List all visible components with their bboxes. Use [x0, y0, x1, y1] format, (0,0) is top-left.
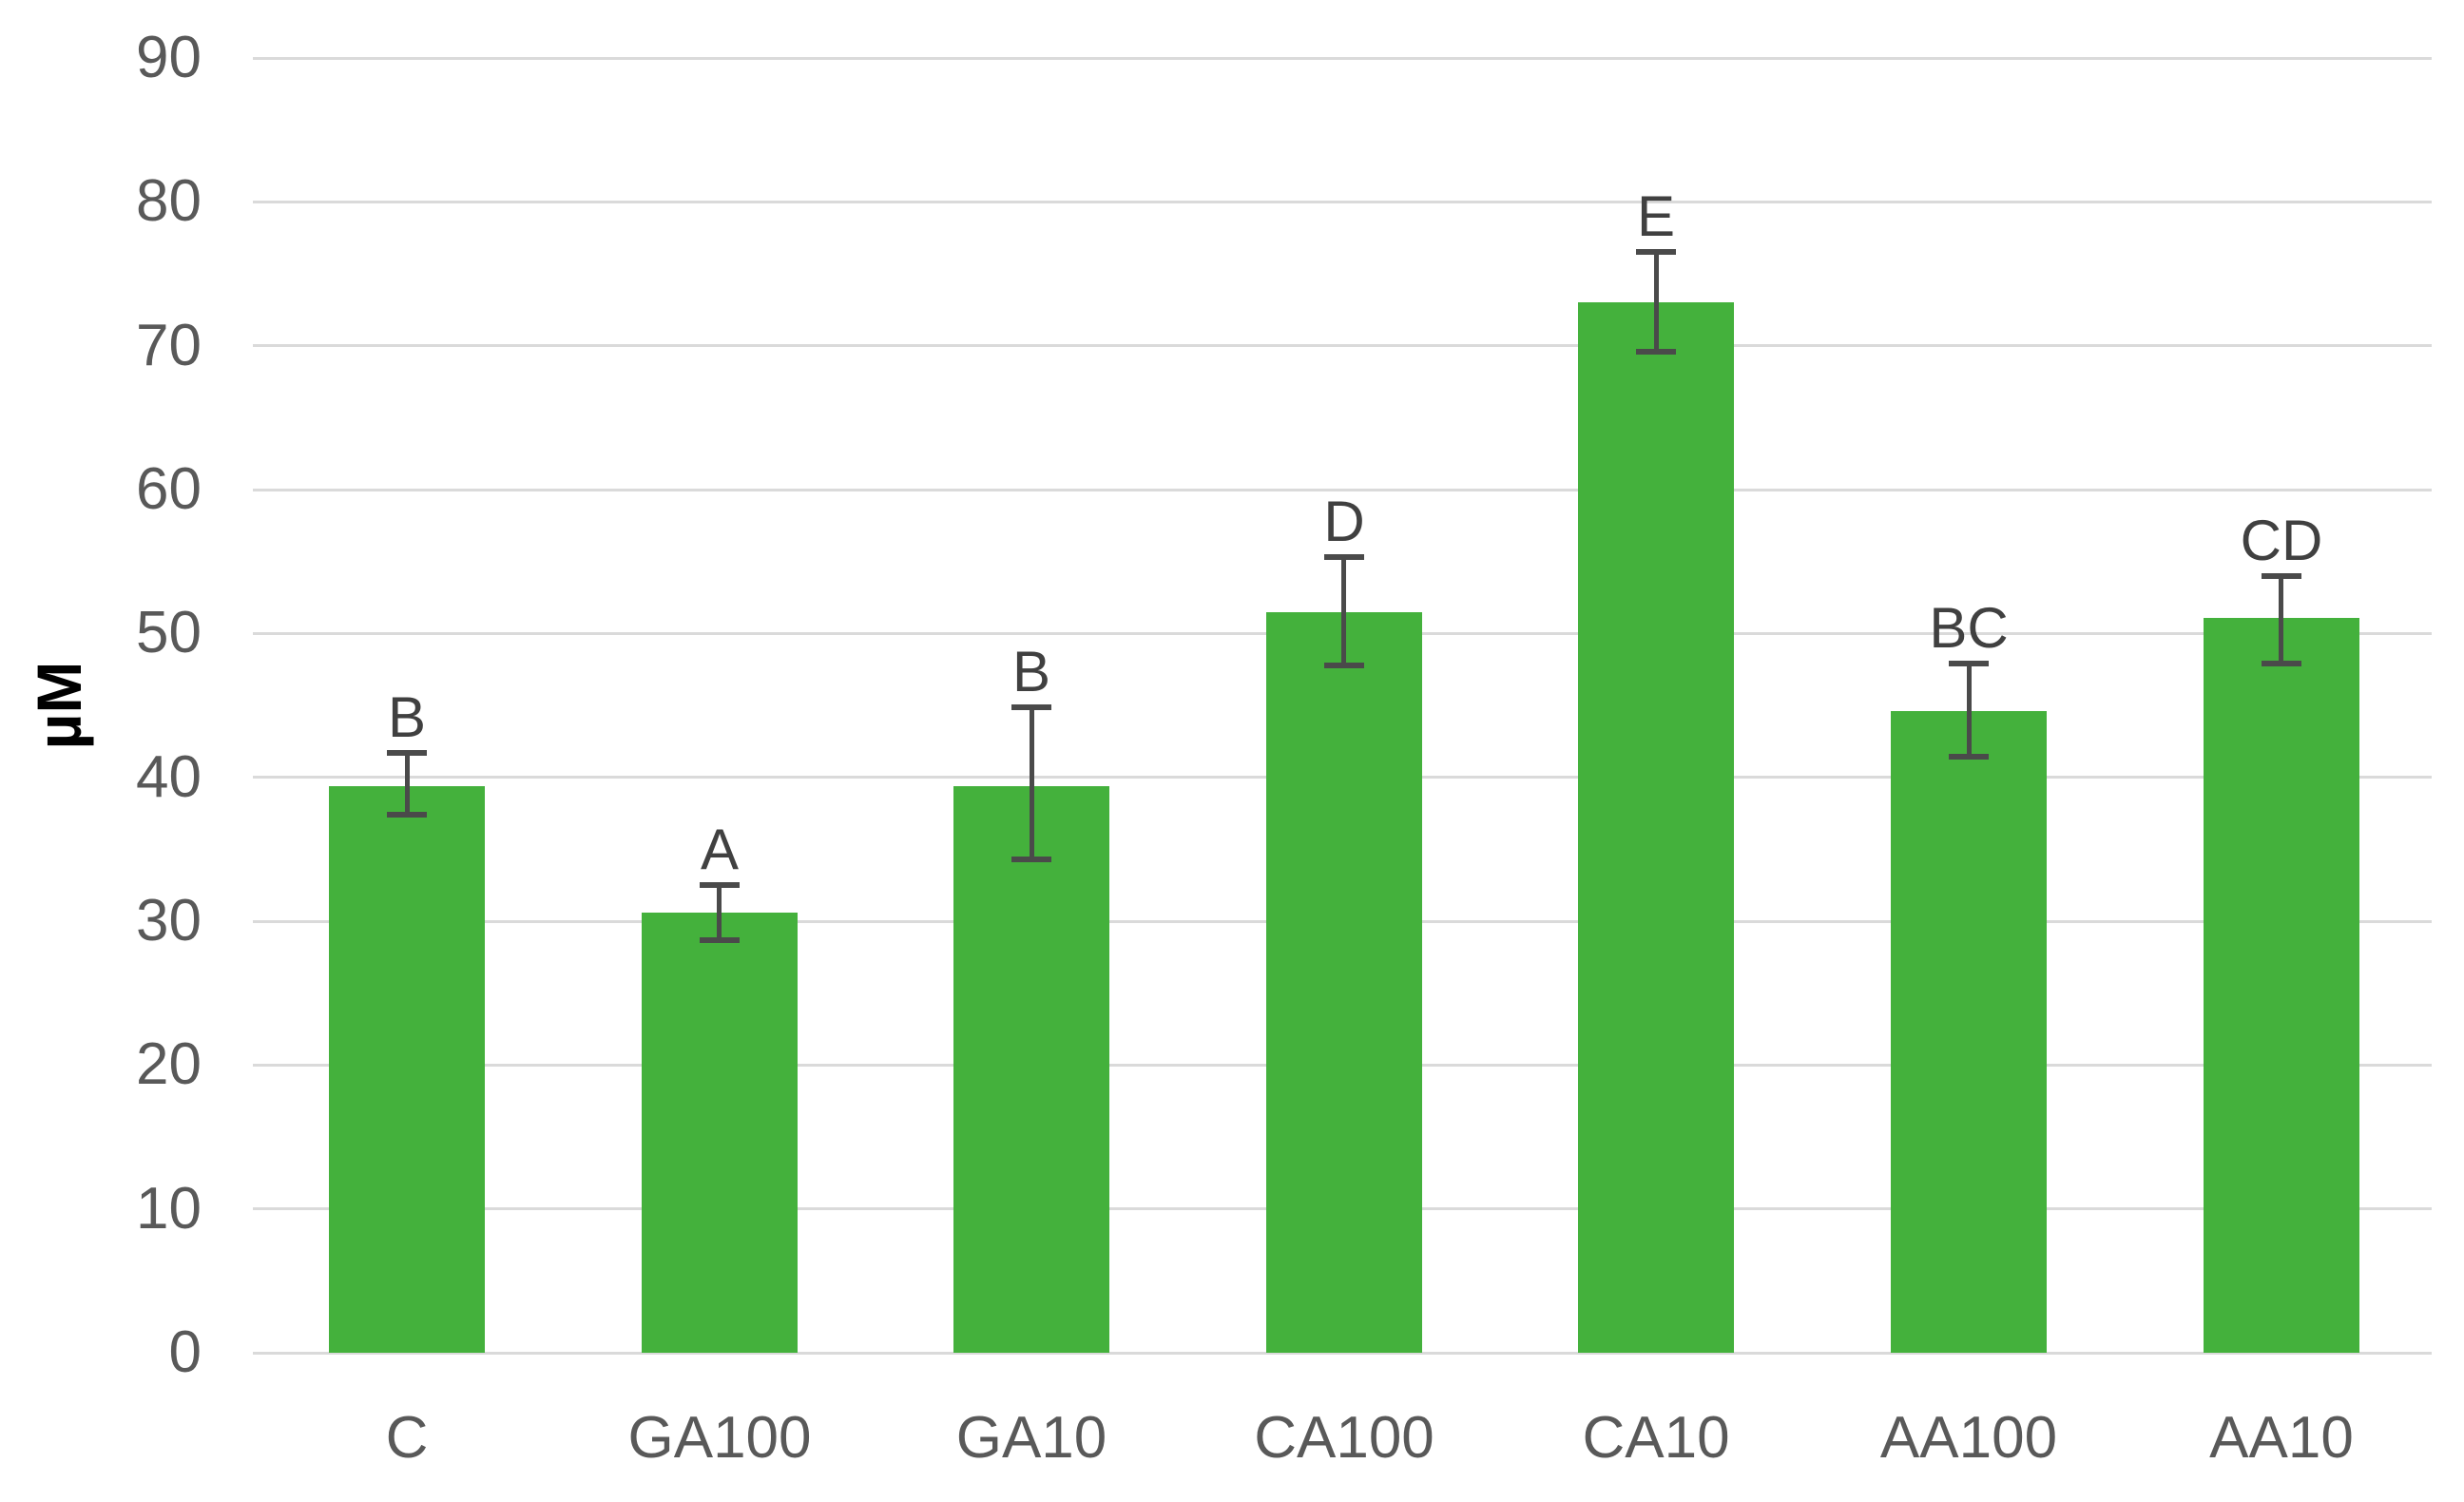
error-bar-line-GA100 — [717, 885, 722, 940]
error-bar-line-GA10 — [1030, 707, 1034, 859]
y-tick-label-80: 80 — [136, 168, 202, 234]
y-tick-label-20: 20 — [136, 1031, 202, 1097]
error-bar-cap-bottom-AA100 — [1949, 754, 1989, 760]
gridline-60 — [253, 489, 2432, 491]
gridline-0 — [253, 1352, 2432, 1355]
significance-letter-AA100: BC — [1929, 596, 2009, 660]
error-bar-cap-top-GA10 — [1011, 704, 1051, 710]
error-bar-cap-top-C — [387, 750, 427, 756]
significance-letter-GA100: A — [700, 818, 740, 881]
error-bar-cap-top-AA10 — [2262, 573, 2301, 579]
x-tick-label-C: C — [385, 1405, 429, 1471]
significance-letter-CA100: D — [1323, 490, 1365, 553]
significance-letter-CA10: E — [1636, 184, 1676, 248]
bar-C — [329, 786, 485, 1353]
x-tick-label-GA100: GA100 — [627, 1405, 812, 1471]
error-bar-cap-bottom-CA100 — [1324, 663, 1364, 668]
x-tick-label-GA10: GA10 — [955, 1405, 1107, 1471]
bar-AA100 — [1891, 711, 2047, 1353]
bar-GA100 — [642, 913, 798, 1353]
error-bar-line-AA100 — [1967, 664, 1972, 757]
bar-CA10 — [1578, 302, 1734, 1353]
y-tick-label-30: 30 — [136, 888, 202, 953]
gridline-80 — [253, 201, 2432, 203]
error-bar-line-CA100 — [1341, 557, 1346, 665]
error-bar-cap-top-GA100 — [700, 882, 740, 888]
gridline-90 — [253, 57, 2432, 60]
y-tick-label-50: 50 — [136, 600, 202, 665]
error-bar-cap-top-AA100 — [1949, 661, 1989, 666]
x-tick-label-CA100: CA100 — [1254, 1405, 1434, 1471]
error-bar-cap-top-CA100 — [1324, 554, 1364, 560]
error-bar-cap-bottom-CA10 — [1636, 349, 1676, 355]
y-tick-label-0: 0 — [168, 1319, 202, 1385]
x-tick-label-AA100: AA100 — [1879, 1405, 2058, 1471]
significance-letter-AA10: CD — [2240, 509, 2323, 572]
error-bar-cap-bottom-GA100 — [700, 937, 740, 943]
y-tick-label-10: 10 — [136, 1176, 202, 1242]
y-tick-label-90: 90 — [136, 25, 202, 90]
significance-letter-GA10: B — [1011, 640, 1051, 703]
y-tick-label-70: 70 — [136, 313, 202, 378]
error-bar-line-CA10 — [1654, 252, 1659, 351]
error-bar-cap-bottom-C — [387, 812, 427, 818]
error-bar-line-AA10 — [2279, 576, 2283, 664]
x-tick-label-CA10: CA10 — [1582, 1405, 1730, 1471]
error-bar-cap-bottom-GA10 — [1011, 857, 1051, 862]
significance-letter-C: B — [387, 685, 427, 749]
y-axis-title: µM — [24, 661, 94, 750]
error-bar-cap-top-CA10 — [1636, 249, 1676, 255]
gridline-70 — [253, 344, 2432, 347]
error-bar-line-C — [405, 753, 410, 815]
y-tick-label-40: 40 — [136, 744, 202, 810]
bar-GA10 — [953, 786, 1109, 1353]
error-bar-cap-bottom-AA10 — [2262, 661, 2301, 666]
bar-AA10 — [2204, 618, 2359, 1353]
bar-CA100 — [1266, 612, 1422, 1353]
x-tick-label-AA10: AA10 — [2209, 1405, 2354, 1471]
y-tick-label-60: 60 — [136, 456, 202, 522]
